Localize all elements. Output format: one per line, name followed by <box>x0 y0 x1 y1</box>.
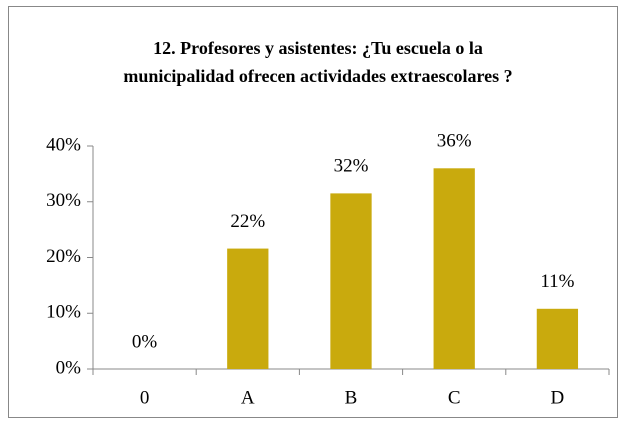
chart-frame <box>8 6 618 418</box>
data-label: 22% <box>230 211 265 232</box>
y-tick-label: 10% <box>46 302 81 323</box>
x-tick-label: D <box>551 387 565 408</box>
y-tick-label: 20% <box>46 246 81 267</box>
x-tick-label: A <box>241 387 255 408</box>
y-tick-label: 40% <box>46 134 81 155</box>
bar <box>227 248 269 369</box>
y-tick-label: 30% <box>46 190 81 211</box>
bar <box>330 193 372 369</box>
bar <box>433 168 475 369</box>
data-label: 11% <box>540 271 574 292</box>
data-label: 32% <box>334 156 369 177</box>
x-tick-label: B <box>345 387 358 408</box>
chart-title: 12. Profesores y asistentes: ¿Tu escuela… <box>123 38 513 86</box>
bar <box>536 308 579 369</box>
y-tick-label: 0% <box>56 357 82 378</box>
x-tick-label: 0 <box>140 387 150 408</box>
x-tick-label: C <box>448 387 461 408</box>
data-label: 36% <box>437 131 472 152</box>
data-label: 0% <box>132 331 158 352</box>
